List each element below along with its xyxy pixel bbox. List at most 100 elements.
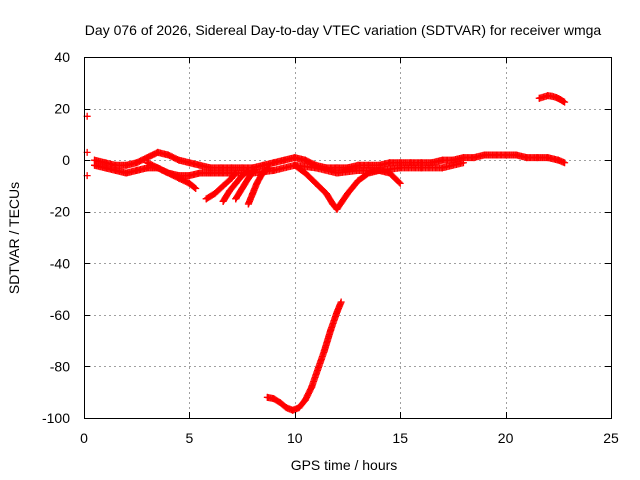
y-tick-label: -60: [50, 307, 70, 323]
data-point: [259, 161, 267, 169]
data-point: [133, 159, 141, 167]
data-point: [219, 197, 227, 205]
data-point: [396, 164, 404, 172]
series-dip-arc-1: [143, 159, 200, 193]
series-dip-arc-2: [202, 169, 240, 203]
band-marker: [191, 184, 199, 192]
data-point: [449, 156, 457, 164]
data-point: [314, 365, 322, 373]
data-point: [556, 96, 564, 104]
data-point: [375, 166, 383, 174]
data-point: [554, 156, 562, 164]
band-marker: [243, 167, 251, 175]
y-tick-label: 40: [54, 49, 70, 65]
data-point: [164, 151, 172, 159]
series-low-arc: [263, 298, 345, 414]
data-point: [327, 326, 335, 334]
data-point: [407, 159, 415, 167]
data-point: [544, 154, 552, 162]
data-point: [244, 200, 252, 208]
series-dip-arc-4: [232, 166, 259, 203]
data-point: [270, 166, 278, 174]
data-point: [552, 93, 560, 101]
data-point: [365, 161, 373, 169]
data-point: [175, 156, 183, 164]
data-point: [512, 151, 520, 159]
data-point: [249, 190, 257, 198]
data-point: [365, 169, 373, 177]
data-point: [333, 169, 341, 177]
x-axis-label: GPS time / hours: [291, 457, 398, 473]
data-point: [238, 172, 246, 180]
data-point: [502, 151, 510, 159]
data-point: [91, 161, 99, 169]
data-point: [185, 179, 193, 187]
data-point: [232, 195, 240, 203]
data-point: [491, 151, 499, 159]
data-point: [333, 205, 341, 213]
data-point: [244, 166, 252, 174]
plot-frame: [84, 57, 612, 419]
y-tick-label: 0: [62, 152, 70, 168]
data-point: [253, 179, 261, 187]
x-tick-label: 10: [287, 430, 303, 446]
data-point: [263, 393, 271, 401]
data-point: [282, 404, 290, 412]
data-point: [312, 164, 320, 172]
data-point: [301, 169, 309, 177]
data-point: [396, 179, 404, 187]
data-point: [540, 93, 548, 101]
chart-title: Day 076 of 2026, Sidereal Day-to-day VTE…: [85, 22, 602, 38]
y-axis-label: SDTVAR / TECUs: [6, 182, 22, 294]
grid-layer: [84, 57, 611, 418]
data-point: [481, 151, 489, 159]
data-point: [354, 166, 362, 174]
data-point: [206, 169, 214, 177]
data-point: [143, 159, 151, 167]
data-point: [333, 308, 341, 316]
data-point: [185, 159, 193, 167]
data-point: [523, 154, 531, 162]
data-point: [386, 159, 394, 167]
data-point: [261, 166, 269, 174]
data-point: [289, 406, 297, 414]
series-arc-left-of-12h: [291, 161, 341, 213]
x-tick-label: 25: [603, 430, 619, 446]
y-tick-label: -20: [50, 204, 70, 220]
y-tick-label: -80: [50, 358, 70, 374]
band-marker: [395, 178, 403, 186]
axis-ticks: [84, 57, 612, 419]
data-point: [196, 169, 204, 177]
data-point: [238, 164, 246, 172]
data-point: [344, 190, 351, 198]
data-point: [164, 169, 172, 177]
data-point: [266, 164, 274, 172]
y-tick-label: -100: [42, 410, 70, 426]
data-point: [257, 172, 265, 180]
data-point: [133, 166, 141, 174]
data-point: [276, 399, 284, 407]
data-point: [196, 161, 204, 169]
data-point: [312, 179, 320, 187]
data-point: [192, 185, 200, 193]
series-dip-arc-5: [244, 164, 274, 208]
data-point: [175, 174, 183, 182]
data-point: [154, 164, 162, 172]
band-marker: [231, 170, 239, 178]
data-point: [217, 169, 225, 177]
data-point: [101, 164, 109, 172]
data-point: [154, 148, 162, 156]
data-point: [202, 195, 210, 203]
data-point: [470, 154, 478, 162]
data-point: [185, 172, 193, 180]
data-point: [251, 166, 259, 174]
data-point: [548, 92, 556, 100]
data-point: [354, 177, 362, 185]
y-tick-label: -40: [50, 255, 70, 271]
data-point: [428, 159, 436, 167]
data-point: [244, 174, 252, 182]
data-point: [295, 404, 303, 412]
data-point: [301, 156, 309, 164]
data-point: [459, 159, 467, 167]
